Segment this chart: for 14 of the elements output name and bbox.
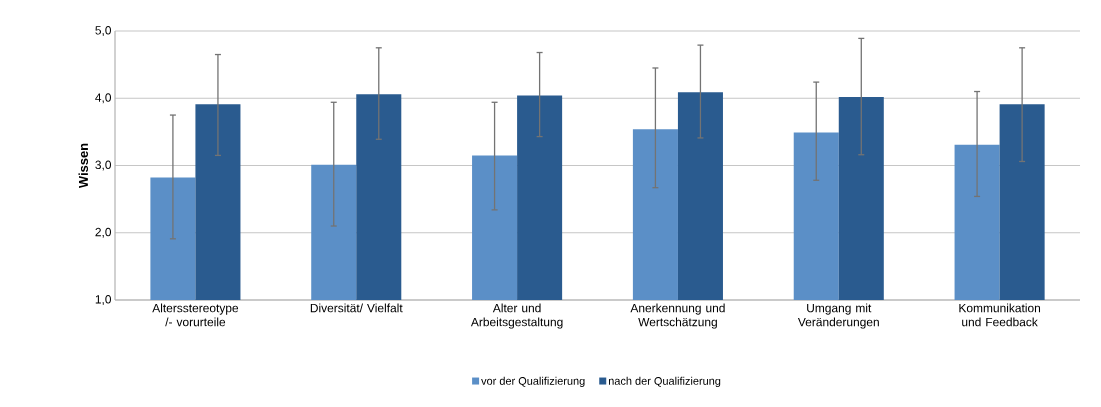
y-tick-label: 2,0 <box>95 227 112 238</box>
x-tick-label: Anerkennung und Wertschätzung <box>630 303 725 329</box>
legend-label: nach der Qualifizierung <box>608 376 721 388</box>
y-tick-label: 3,0 <box>95 160 112 171</box>
x-tick-label: Umgang mit Veränderungen <box>797 303 879 329</box>
y-axis-title: Wissen <box>78 143 89 189</box>
x-tick-label: Altersstereotype /- vorurteile <box>152 303 239 327</box>
x-tick-label: Alter und Arbeitsgestaltung <box>470 303 563 329</box>
legend-label: vor der Qualifizierung <box>481 376 585 388</box>
y-tick-label: 5,0 <box>95 26 112 36</box>
x-tick-label: Diversität/ Vielfalt <box>310 303 403 313</box>
x-tick-label: Kommunikation und Feedback <box>959 303 1041 327</box>
y-tick-label: 1,0 <box>95 295 112 305</box>
y-tick-label: 4,0 <box>95 93 112 104</box>
